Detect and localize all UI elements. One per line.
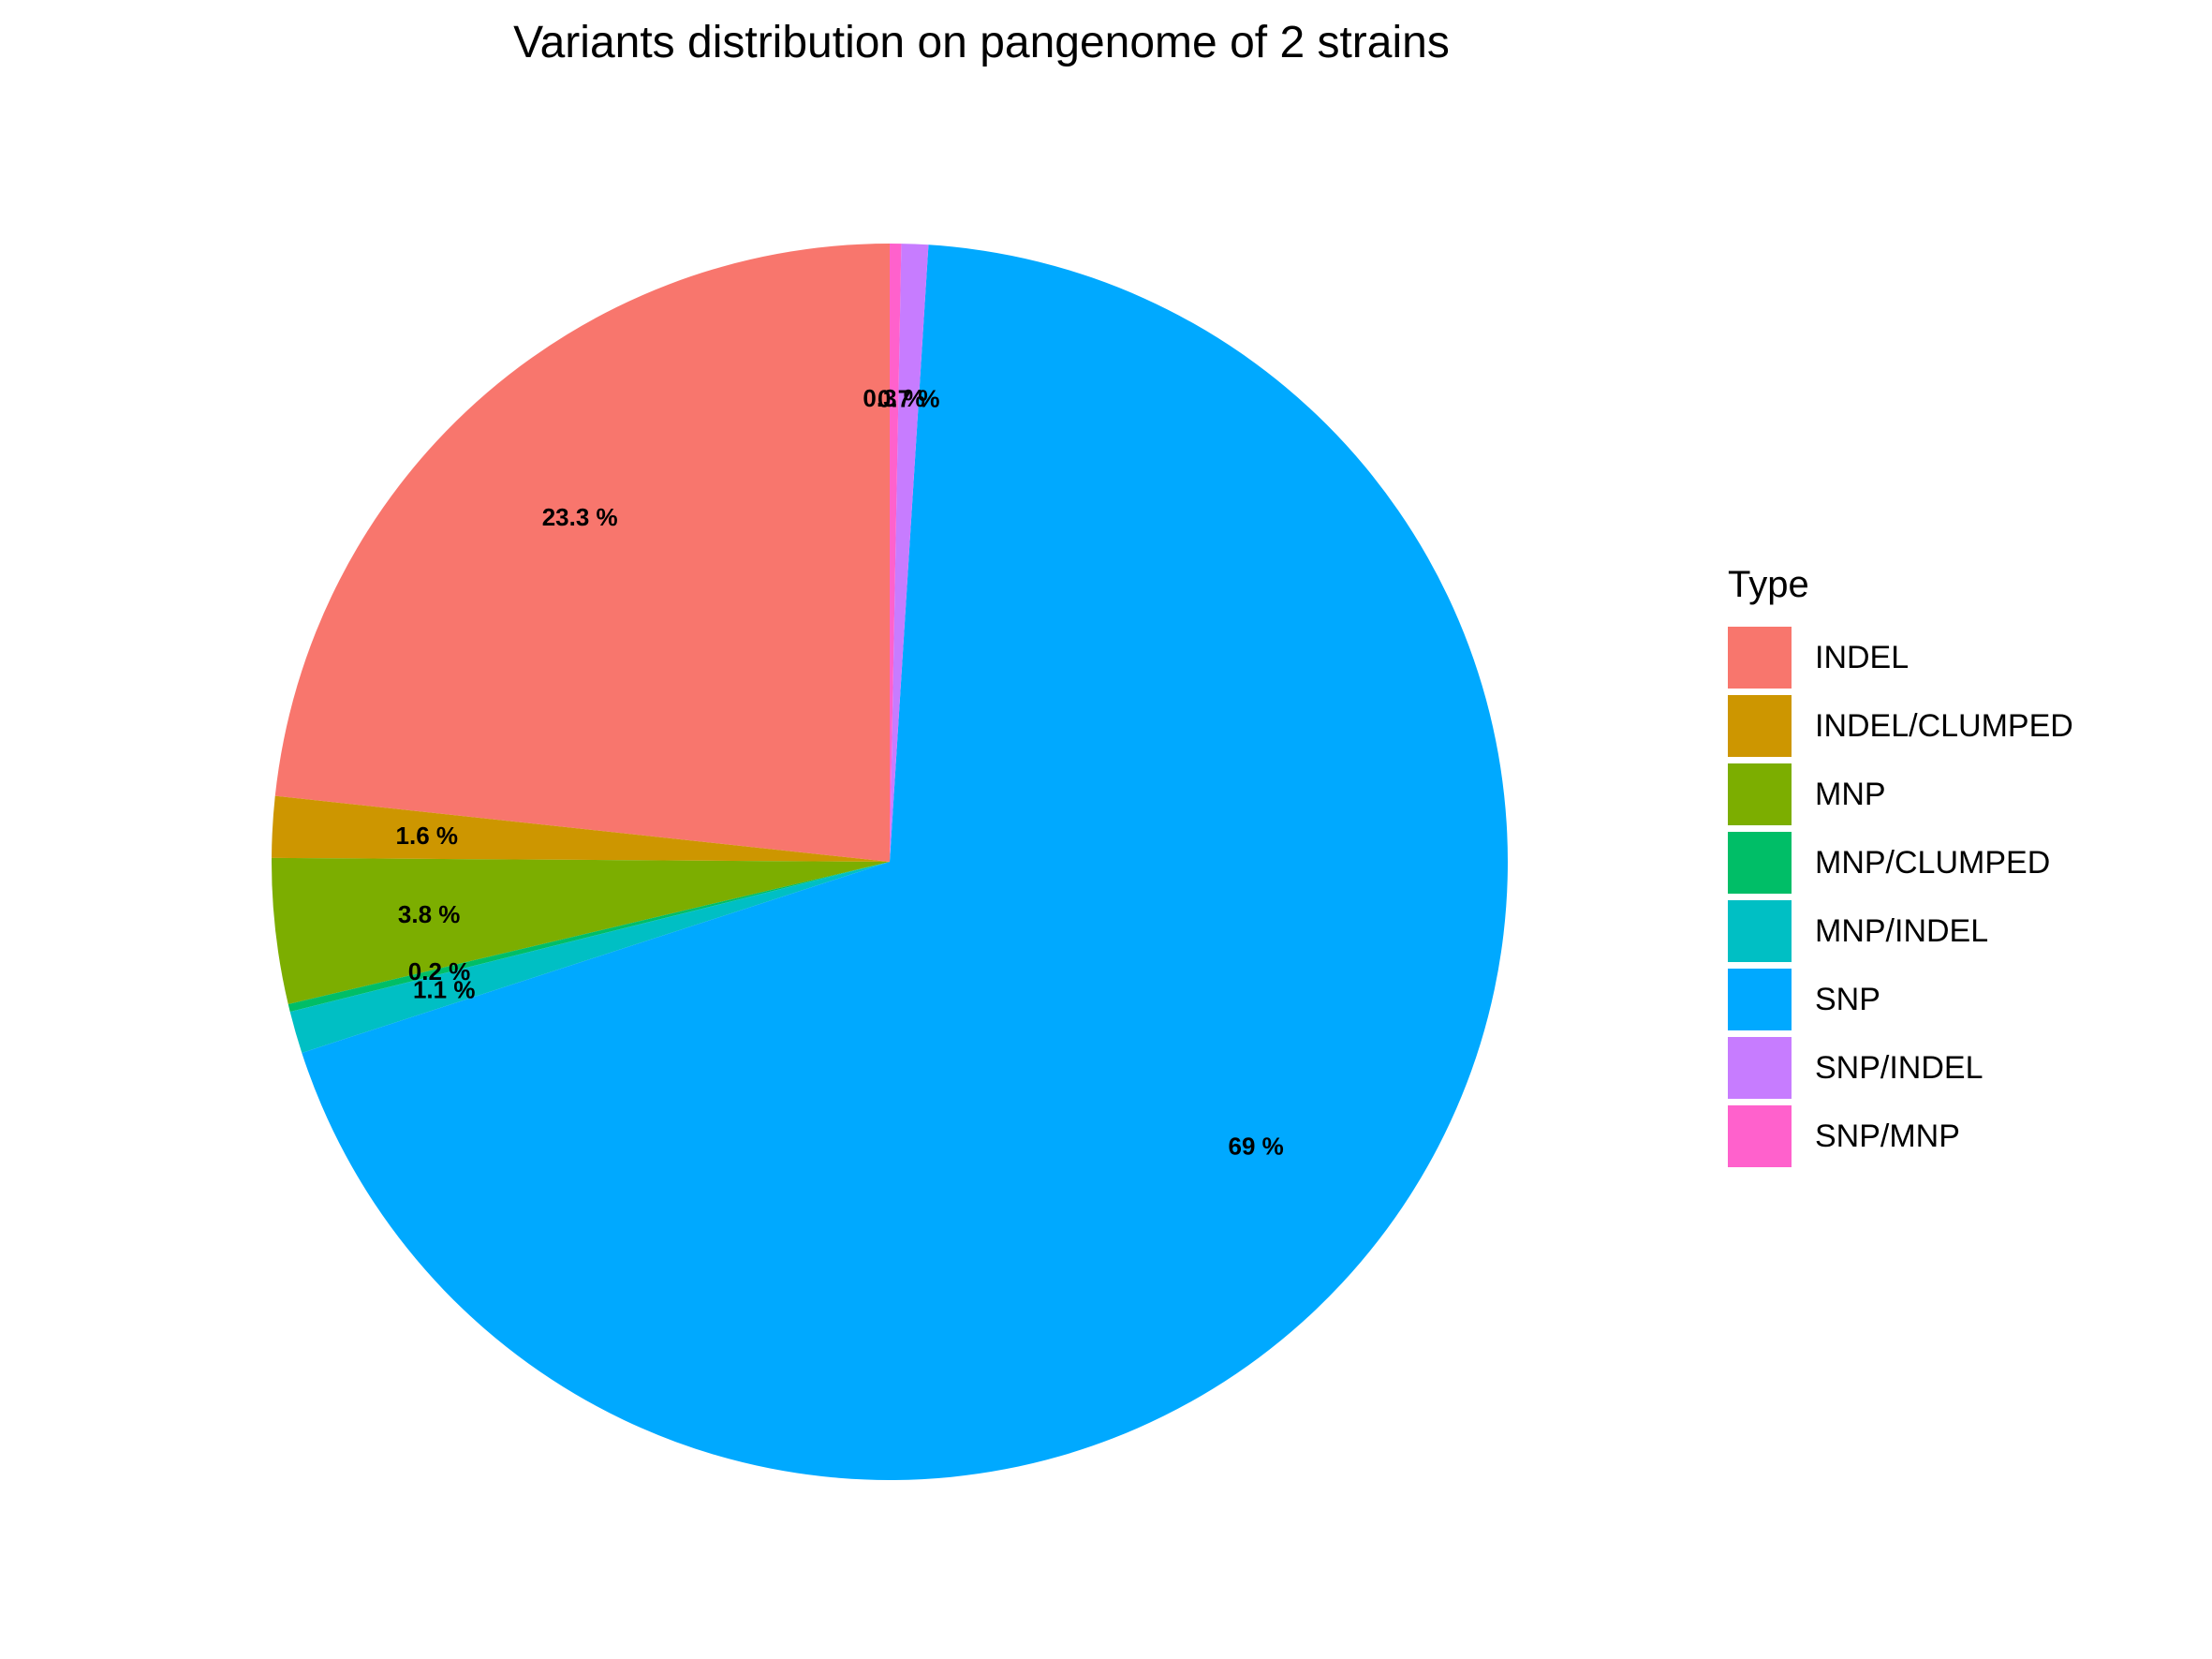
slice-label-snp-indel: 0.7 % (877, 384, 940, 412)
legend-items: INDEL INDEL/CLUMPED MNP MNP/CLUMPED MNP/INDE… (1728, 627, 2073, 1167)
pie-slice-indel-clumped (272, 795, 890, 862)
pie-slice-indel (274, 244, 890, 862)
legend-label-snp-mnp: SNP/MNP (1815, 1118, 1960, 1154)
legend-label-indel-clumped: INDEL/CLUMPED (1815, 708, 2073, 744)
legend-key-indel-clumped (1728, 695, 1792, 757)
slice-label-mnp-indel: 1.1 % (413, 976, 476, 1004)
legend-key-mnp-clumped (1728, 832, 1792, 894)
legend-label-mnp-indel: MNP/INDEL (1815, 913, 1988, 949)
slice-label-indel-clumped: 1.6 % (396, 822, 459, 850)
pie-slice-snp (302, 244, 1509, 1481)
legend-key-indel (1728, 627, 1792, 689)
legend-label-mnp-clumped: MNP/CLUMPED (1815, 845, 2050, 881)
legend-key-mnp (1728, 763, 1792, 825)
legend-label-snp-indel: SNP/INDEL (1815, 1050, 1983, 1086)
slice-label-mnp: 3.8 % (398, 900, 461, 928)
pie-slice-mnp-clumped (288, 862, 890, 1013)
legend-key-mnp-indel (1728, 900, 1792, 962)
slice-label-mnp-clumped: 0.2 % (408, 957, 471, 985)
slice-label-snp-mnp: 0.3 % (863, 384, 925, 412)
slice-label-indel: 23.3 % (542, 503, 618, 531)
legend-key-snp-indel (1728, 1037, 1792, 1099)
legend-label-indel: INDEL (1815, 640, 1909, 675)
legend: Type INDEL INDEL/CLUMPED MNP MNP/CLUMPED MNP… (1728, 564, 2073, 1167)
pie-slice-snp-indel (890, 244, 929, 862)
legend-label-mnp: MNP (1815, 777, 1886, 812)
legend-label-snp: SNP (1815, 982, 1880, 1017)
legend-key-snp (1728, 969, 1792, 1030)
chart-title: Variants distribution on pangenome of 2 … (513, 18, 1450, 67)
slice-label-snp: 69 % (1228, 1132, 1283, 1160)
legend-title: Type (1728, 564, 1809, 605)
pie-slice-labels: 23.3 % 1.6 % 3.8 % 0.2 %1.1 % 69 % 0.7 %0.3 % (396, 384, 1284, 1160)
pie-slice-snp-mnp (890, 244, 902, 862)
pie-slices (272, 244, 1509, 1481)
legend-key-snp-mnp (1728, 1105, 1792, 1167)
pie-slice-mnp-indel (289, 862, 891, 1053)
pie-slice-mnp (272, 857, 890, 1005)
